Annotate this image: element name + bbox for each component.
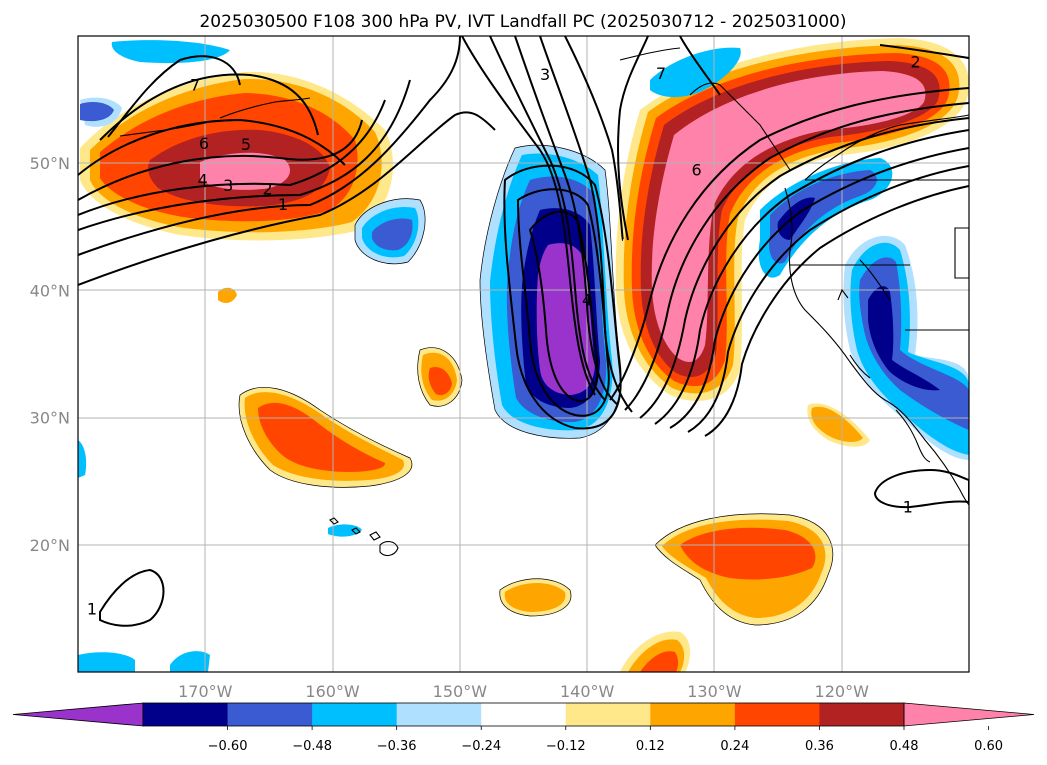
colorbar-tick-label: 0.24 (720, 739, 749, 754)
contour-label: 4 (198, 171, 208, 190)
colorbar: −0.60 −0.48 −0.36 −0.24 −0.12 0.12 0.24 0.36 0.4… (12, 702, 1035, 754)
colorbar-tick-label: 0.12 (636, 739, 665, 754)
contour-label: 1 (903, 498, 913, 517)
colorbar-segment (143, 703, 229, 726)
figure-title: 2025030500 F108 300 hPa PV, IVT Landfall… (199, 12, 846, 32)
colorbar-tick-label: 0.48 (890, 739, 919, 754)
colorbar-segment (565, 703, 651, 726)
contour-label: 3 (223, 176, 233, 195)
contour-label: 6 (692, 161, 702, 180)
latitude-tick-labels: 20°N 30°N 40°N 50°N (30, 154, 70, 555)
contour-label: 5 (241, 135, 251, 154)
contour-label: 1 (87, 599, 97, 618)
lat-tick-label: 50°N (30, 154, 70, 173)
colorbar-tick-label: −0.60 (208, 739, 248, 754)
colorbar-tick-label: 0.60 (974, 739, 1003, 754)
lon-tick-label: 140°W (560, 682, 615, 701)
colorbar-tick-label: −0.48 (292, 739, 332, 754)
colorbar-extend-low (12, 702, 144, 727)
lat-tick-label: 30°N (30, 409, 70, 428)
shading-outlines (238, 144, 833, 626)
colorbar-segment (734, 703, 820, 726)
colorbar-segment (650, 703, 736, 726)
colorbar-segment (481, 703, 567, 726)
colorbar-tick-label: −0.12 (546, 739, 586, 754)
lat-tick-label: 40°N (30, 281, 70, 300)
gridlines (78, 36, 969, 672)
contour-label: 7 (190, 75, 200, 94)
colorbar-segment (312, 703, 398, 726)
colorbar-tick-label: −0.36 (377, 739, 417, 754)
contour-label: 1 (278, 195, 288, 214)
lon-tick-label: 160°W (305, 682, 360, 701)
map-frame (77, 35, 970, 673)
colorbar-tick-label: 0.36 (805, 739, 834, 754)
contour-label: 2 (910, 52, 920, 71)
contour-label: 3 (540, 65, 550, 84)
colorbar-segment (396, 703, 482, 726)
shading-layer (78, 36, 969, 672)
lon-tick-label: 170°W (178, 682, 233, 701)
colorbar-tick-label: −0.24 (461, 739, 501, 754)
contour-label: 6 (199, 134, 209, 153)
subtropical-positive-anomalies (218, 287, 870, 672)
lon-tick-label: 130°W (687, 682, 742, 701)
contour-label: 4 (582, 290, 592, 309)
minor-negative-anomalies (78, 40, 969, 672)
longitude-tick-labels: 170°W 160°W 150°W 140°W 130°W 120°W (178, 682, 869, 701)
lat-tick-label: 20°N (30, 536, 70, 555)
colorbar-segment (227, 703, 313, 726)
colorbar-frame (142, 702, 905, 727)
contour-label: 2 (263, 180, 273, 199)
colorbar-segment (819, 703, 905, 726)
lon-tick-label: 150°W (433, 682, 488, 701)
coastlines (119, 47, 969, 557)
contour-label: 7 (656, 64, 666, 83)
pv-contours (78, 36, 969, 627)
lon-tick-label: 120°W (815, 682, 870, 701)
colorbar-extend-high (903, 702, 1035, 727)
